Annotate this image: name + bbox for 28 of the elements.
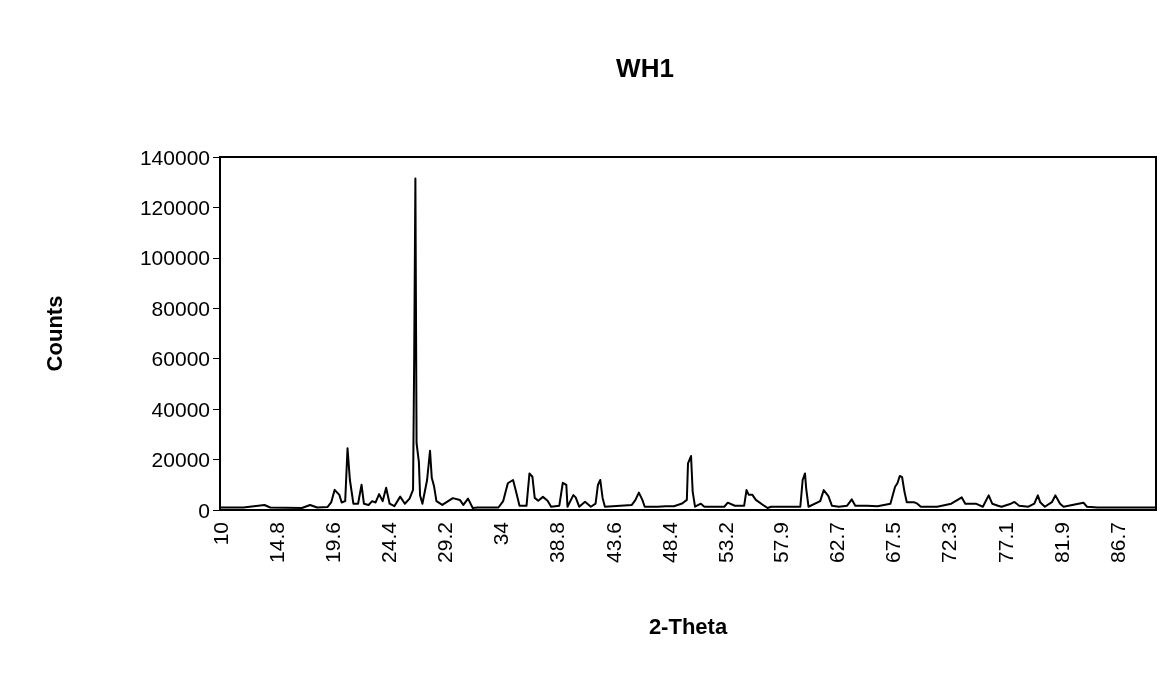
x-tick-label: 29.2 (433, 522, 457, 563)
x-tick-label: 48.4 (657, 521, 681, 563)
x-tick-label: 38.8 (545, 522, 569, 563)
x-tick-label: 14.8 (264, 522, 288, 563)
x-tick-label: 62.7 (825, 522, 849, 563)
x-tick-label: 19.6 (320, 522, 344, 563)
y-axis-title: Counts (41, 295, 67, 372)
x-tick-label: 24.4 (376, 521, 400, 563)
y-tick-label: 80000 (151, 296, 210, 320)
y-tick-label: 20000 (151, 448, 210, 472)
x-tick-label: 43.6 (601, 522, 625, 563)
y-tick-label: 100000 (139, 246, 210, 270)
x-tick-label: 77.1 (993, 522, 1017, 563)
x-tick-label: 72.3 (937, 522, 961, 563)
chart-title: WH1 (616, 53, 674, 83)
x-tick-label: 57.9 (768, 522, 792, 563)
x-tick-label: 34 (489, 521, 513, 546)
x-tick-label: 86.7 (1105, 522, 1129, 563)
y-tick-label: 140000 (139, 145, 210, 169)
x-tick-label: 53.2 (713, 522, 737, 563)
y-tick-label: 60000 (151, 347, 210, 371)
y-tick-label: 120000 (139, 195, 210, 219)
y-tick-label: 40000 (151, 397, 210, 421)
y-tick-label: 0 (198, 498, 210, 522)
x-axis-title: 2-Theta (648, 613, 728, 639)
x-tick-label: 67.5 (881, 522, 905, 563)
x-tick-label: 81.9 (1049, 522, 1073, 563)
x-tick-label: 10 (208, 522, 232, 546)
